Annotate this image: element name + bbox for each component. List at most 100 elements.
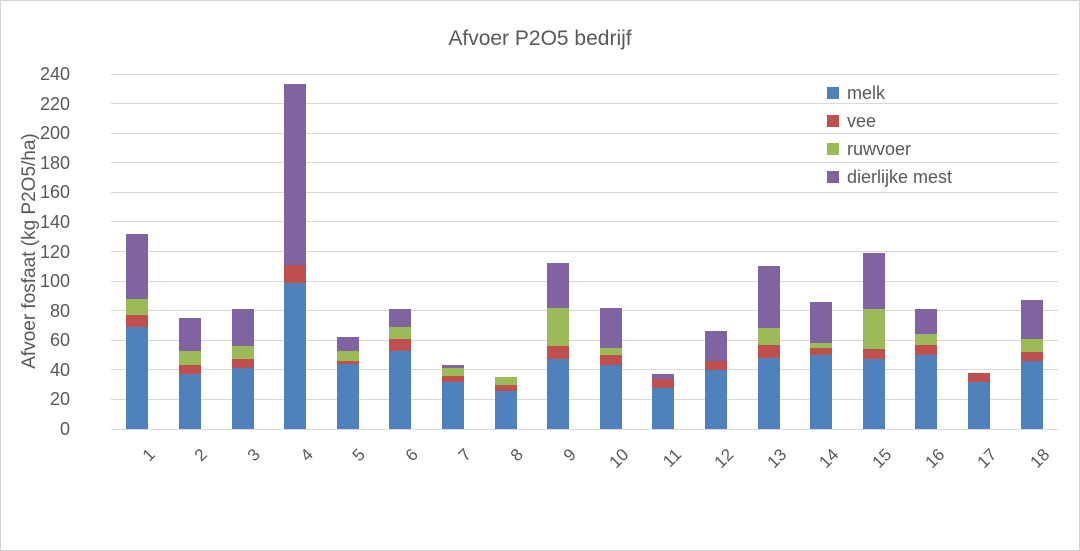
bar-segment-ruwvoer[interactable] [915,334,938,345]
bar-segment-vee[interactable] [178,365,201,375]
bar-segment-melk[interactable] [126,326,149,429]
x-tick-label: 3 [243,445,264,466]
legend-item-dierlijke-mest[interactable]: dierlijke mest [827,163,952,191]
bar-segment-melk[interactable] [915,355,938,429]
gridline [111,132,1058,134]
bar-segment-vee[interactable] [652,378,675,388]
bar-segment-dierlijke-mest[interactable] [336,337,359,351]
bar-segment-vee[interactable] [1020,352,1043,361]
bar-segment-melk[interactable] [494,390,517,429]
y-tick-label: 20 [49,389,70,410]
bar-segment-vee[interactable] [705,360,728,370]
bar-segment-melk[interactable] [441,381,464,429]
bar-segment-ruwvoer[interactable] [494,377,517,385]
bar-segment-melk[interactable] [705,369,728,429]
x-axis: 1 2 3 4 5 6 7 8 9 10 11 12 13 14 15 16 17 18 [111,429,1058,509]
bar-segment-dierlijke-mest[interactable] [178,318,201,351]
bar-segment-vee[interactable] [126,315,149,327]
bar-segment-melk[interactable] [1020,360,1043,429]
bar-segment-vee[interactable] [757,344,780,358]
bar-segment-ruwvoer[interactable] [178,350,201,366]
bar-segment-vee[interactable] [599,355,622,366]
bar-segment-melk[interactable] [757,358,780,429]
y-tick-label: 140 [39,211,70,232]
x-tick-label: 15 [868,445,896,472]
legend-swatch-icon [827,171,839,183]
bar-segment-dierlijke-mest[interactable] [757,266,780,329]
bar-segment-ruwvoer[interactable] [810,343,833,348]
bar-segment-ruwvoer[interactable] [547,307,570,347]
bar-segment-dierlijke-mest[interactable] [862,252,885,310]
bar-segment-dierlijke-mest[interactable] [915,309,938,335]
legend-item-melk[interactable]: melk [827,79,952,107]
bar-segment-ruwvoer[interactable] [231,346,254,360]
bar-segment-vee[interactable] [284,264,307,283]
bar-segment-melk[interactable] [231,368,254,429]
bar-segment-ruwvoer[interactable] [336,350,359,361]
bar-segment-ruwvoer[interactable] [1020,338,1043,353]
bar-segment-vee[interactable] [862,349,885,360]
legend-item-vee[interactable]: vee [827,107,952,135]
bar-segment-melk[interactable] [547,359,570,429]
bar-segment-vee[interactable] [810,347,833,356]
bar-segment-dierlijke-mest[interactable] [231,309,254,347]
bar-segment-melk[interactable] [336,363,359,429]
bar-segment-dierlijke-mest[interactable] [810,301,833,344]
gridline [111,369,1058,371]
bar-segment-vee[interactable] [231,359,254,369]
bar-segment-dierlijke-mest[interactable] [441,365,464,369]
y-tick-label: 60 [49,330,70,351]
bar-segment-melk[interactable] [178,374,201,429]
y-tick-label: 40 [49,359,70,380]
bar-segment-ruwvoer[interactable] [389,326,412,339]
x-tick-label: 8 [506,445,528,466]
gridline [111,73,1058,75]
bar-segment-dierlijke-mest[interactable] [547,263,570,308]
plot-area: 0 20 40 60 80 100 120 140 160 180 200 220 240 [40,65,1058,438]
gridline [111,191,1058,193]
bar-segment-ruwvoer[interactable] [862,309,885,350]
bar-segment-dierlijke-mest[interactable] [389,309,412,327]
bar-segment-melk[interactable] [652,387,675,429]
bar-segment-melk[interactable] [284,282,307,429]
bar-segment-vee[interactable] [389,338,412,351]
legend-label: vee [847,110,877,131]
x-tick-label: 18 [1026,445,1054,472]
legend: melk vee ruwvoer dierlijke mest [827,79,952,191]
bar-segment-ruwvoer[interactable] [441,368,464,376]
bar-segment-melk[interactable] [968,381,991,429]
bar-segment-melk[interactable] [599,365,622,429]
gridline [111,310,1058,312]
bar-segment-ruwvoer[interactable] [757,328,780,345]
x-tick-label: 2 [191,445,212,466]
bar-segment-dierlijke-mest[interactable] [284,84,307,265]
bar-segment-vee[interactable] [494,384,517,391]
legend-item-ruwvoer[interactable]: ruwvoer [827,135,952,163]
bar-segment-vee[interactable] [915,344,938,356]
bar-segment-dierlijke-mest[interactable] [126,233,149,299]
bar-segment-vee[interactable] [968,372,991,382]
legend-swatch-icon [827,115,839,127]
bar-segment-ruwvoer[interactable] [599,347,622,356]
x-tick-label: 5 [349,445,370,466]
x-tick-label: 17 [973,445,1001,472]
bar-segment-dierlijke-mest[interactable] [1020,300,1043,339]
bar-segment-ruwvoer[interactable] [126,298,149,316]
x-tick-label: 6 [401,445,422,466]
bar-segment-melk[interactable] [389,350,412,429]
gridline [111,162,1058,164]
bar-segment-vee[interactable] [336,360,359,364]
gridline [111,103,1058,105]
bar-segment-dierlijke-mest[interactable] [652,374,675,379]
bar-segment-vee[interactable] [547,346,570,360]
bar-segment-melk[interactable] [810,355,833,429]
bar-segment-dierlijke-mest[interactable] [599,307,622,348]
bar-segment-melk[interactable] [862,359,885,429]
x-tick-label: 11 [658,445,685,471]
bar-segment-dierlijke-mest[interactable] [705,331,728,361]
x-tick-label: 16 [921,445,948,472]
bar-segment-vee[interactable] [441,375,464,382]
y-tick-label: 0 [59,419,70,439]
gridline [111,398,1058,400]
